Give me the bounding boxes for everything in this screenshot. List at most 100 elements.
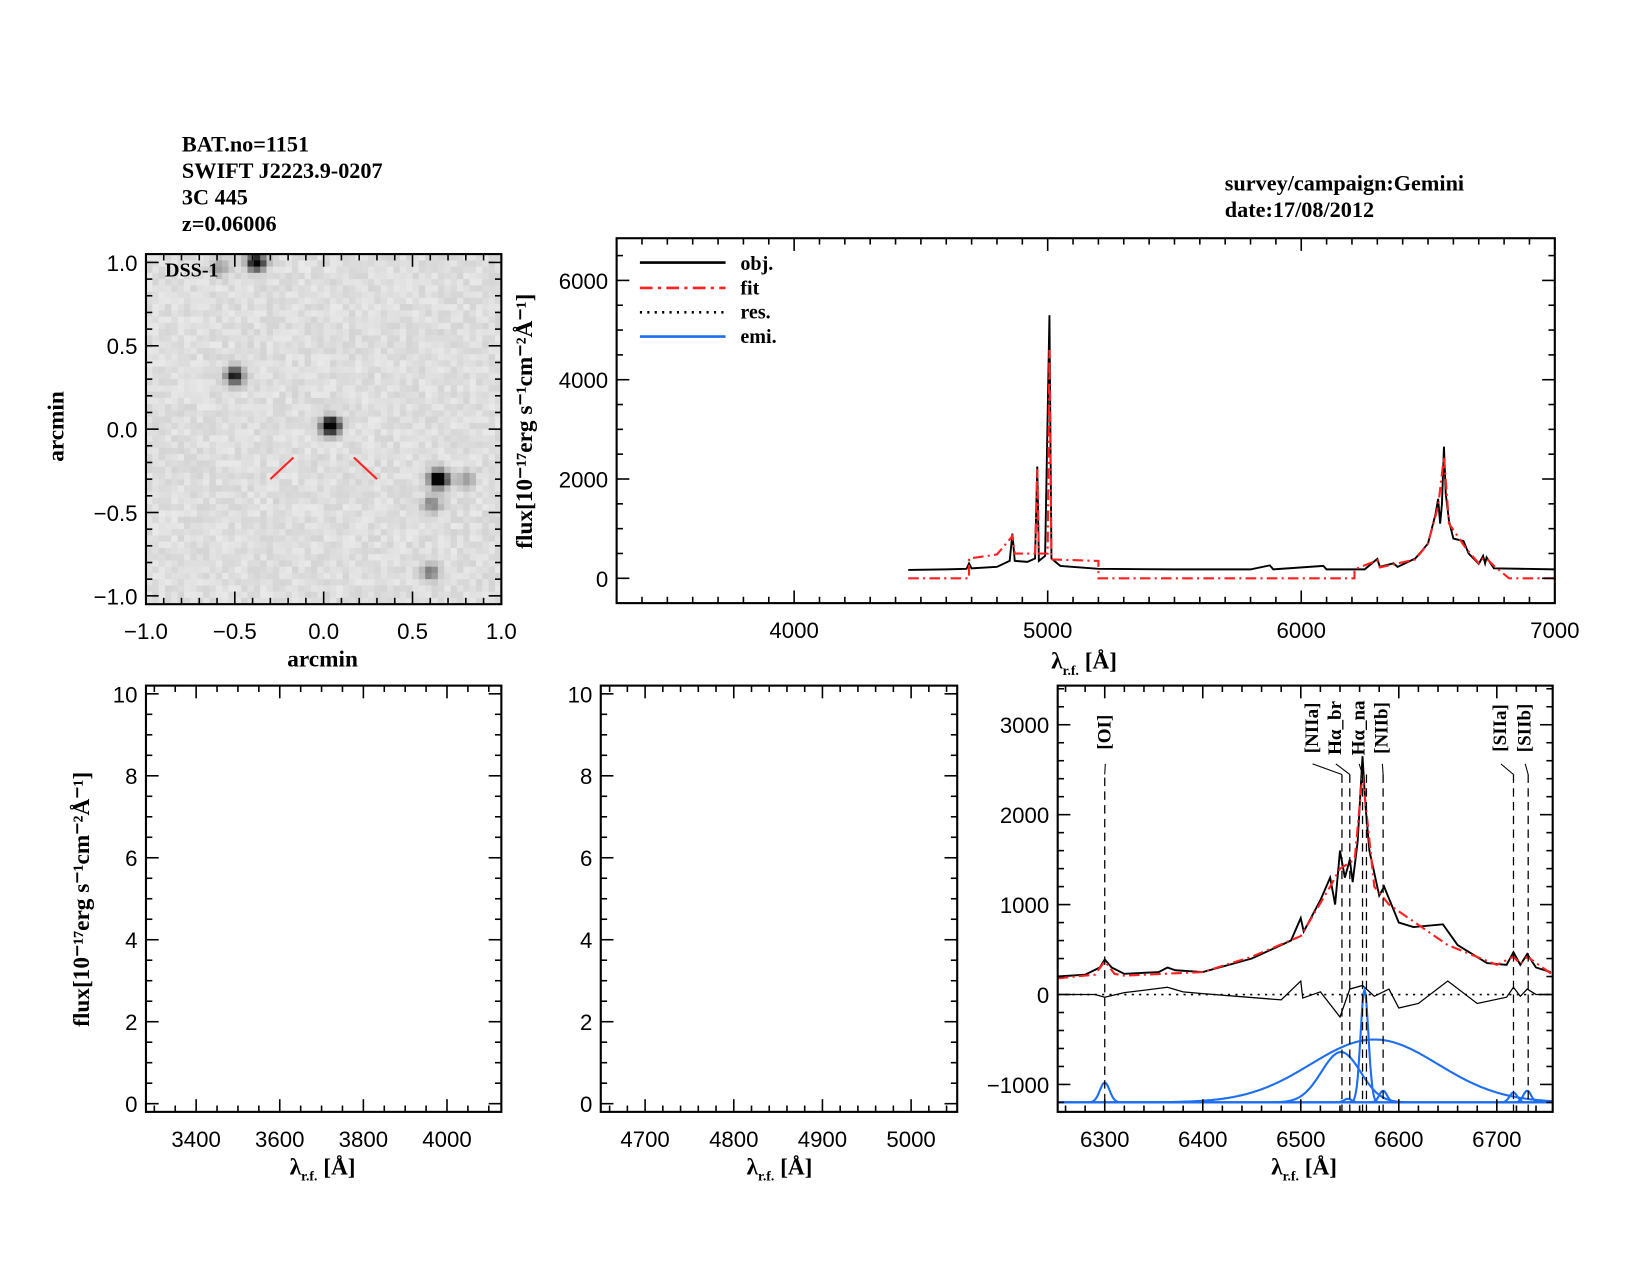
image-pixel <box>463 560 471 568</box>
image-pixel <box>495 585 502 593</box>
image-pixel <box>444 585 452 593</box>
image-pixel <box>330 485 337 493</box>
image-pixel <box>361 585 369 593</box>
image-pixel <box>196 279 204 286</box>
image-pixel <box>336 541 344 549</box>
image-pixel <box>380 579 388 587</box>
image-pixel <box>209 447 217 455</box>
image-pixel <box>355 379 363 387</box>
image-pixel <box>437 397 445 405</box>
image-pixel <box>234 379 242 387</box>
image-pixel <box>177 497 185 505</box>
image-pixel <box>158 366 166 374</box>
image-pixel <box>431 410 439 418</box>
image-pixel <box>342 297 350 305</box>
image-pixel <box>190 379 198 387</box>
image-pixel <box>260 360 268 368</box>
image-pixel <box>184 272 192 280</box>
image-pixel <box>342 547 350 555</box>
image-pixel <box>437 560 445 568</box>
image-pixel <box>323 579 331 587</box>
image-pixel <box>260 372 268 380</box>
image-pixel <box>450 341 458 349</box>
image-pixel <box>203 466 211 474</box>
image-pixel <box>469 366 477 374</box>
image-pixel <box>323 497 331 505</box>
image-pixel <box>158 491 166 499</box>
image-pixel <box>374 310 382 318</box>
image-pixel <box>342 585 350 593</box>
image-pixel <box>234 441 242 449</box>
image-pixel <box>437 554 445 562</box>
image-pixel <box>266 485 274 493</box>
y-tick-label: 0 <box>580 1092 592 1117</box>
image-pixel <box>209 297 217 305</box>
image-pixel <box>241 416 249 424</box>
image-pixel <box>475 429 483 437</box>
image-pixel <box>177 335 185 343</box>
image-pixel <box>355 566 363 574</box>
image-pixel <box>456 297 464 305</box>
image-pixel <box>171 260 179 268</box>
image-pixel <box>456 529 464 537</box>
image-pixel <box>431 597 439 605</box>
image-pixel <box>222 372 230 380</box>
image-pixel <box>387 379 395 387</box>
image-pixel <box>184 472 192 480</box>
image-pixel <box>412 354 420 362</box>
image-pixel <box>234 347 242 355</box>
image-pixel <box>349 547 357 555</box>
image-pixel <box>336 591 344 599</box>
image-pixel <box>399 354 407 362</box>
image-pixel <box>272 329 280 336</box>
image-pixel <box>260 279 268 286</box>
line-marker-leader <box>1104 763 1106 775</box>
image-pixel <box>418 491 426 499</box>
image-pixel <box>437 429 445 437</box>
image-pixel <box>215 416 223 424</box>
image-pixel <box>330 410 337 418</box>
image-pixel <box>368 429 376 437</box>
image-pixel <box>399 454 407 462</box>
image-pixel <box>310 341 318 349</box>
image-pixel <box>203 316 211 324</box>
image-pixel <box>412 347 420 355</box>
image-pixel <box>171 354 179 362</box>
image-pixel <box>196 497 204 505</box>
image-pixel <box>469 329 477 336</box>
image-pixel <box>165 354 172 362</box>
image-pixel <box>279 504 287 512</box>
image-pixel <box>317 497 325 505</box>
y-tick-label: 0 <box>1037 983 1049 1008</box>
image-pixel <box>482 254 490 261</box>
image-pixel <box>355 591 363 599</box>
image-pixel <box>304 579 312 587</box>
image-pixel <box>412 310 420 318</box>
image-pixel <box>463 329 471 336</box>
image-pixel <box>291 372 299 380</box>
image-pixel <box>412 341 420 349</box>
image-pixel <box>406 447 414 455</box>
image-pixel <box>355 466 363 474</box>
image-pixel <box>253 504 261 512</box>
image-pixel <box>285 391 293 399</box>
image-pixel <box>450 397 458 405</box>
image-pixel <box>184 566 192 574</box>
image-pixel <box>495 547 502 555</box>
image-pixel <box>234 510 242 518</box>
image-pixel <box>425 341 433 349</box>
image-pixel <box>361 360 369 368</box>
image-pixel <box>444 341 452 349</box>
image-pixel <box>418 316 426 324</box>
image-pixel <box>190 397 198 405</box>
image-pixel <box>482 297 490 305</box>
image-pixel <box>406 285 414 293</box>
image-pixel <box>234 447 242 455</box>
image-pixel <box>444 410 452 418</box>
image-pixel <box>215 379 223 387</box>
image-pixel <box>215 429 223 437</box>
image-pixel <box>412 460 420 468</box>
image-pixel <box>323 304 331 311</box>
image-pixel <box>317 422 325 430</box>
image-pixel <box>190 547 198 555</box>
